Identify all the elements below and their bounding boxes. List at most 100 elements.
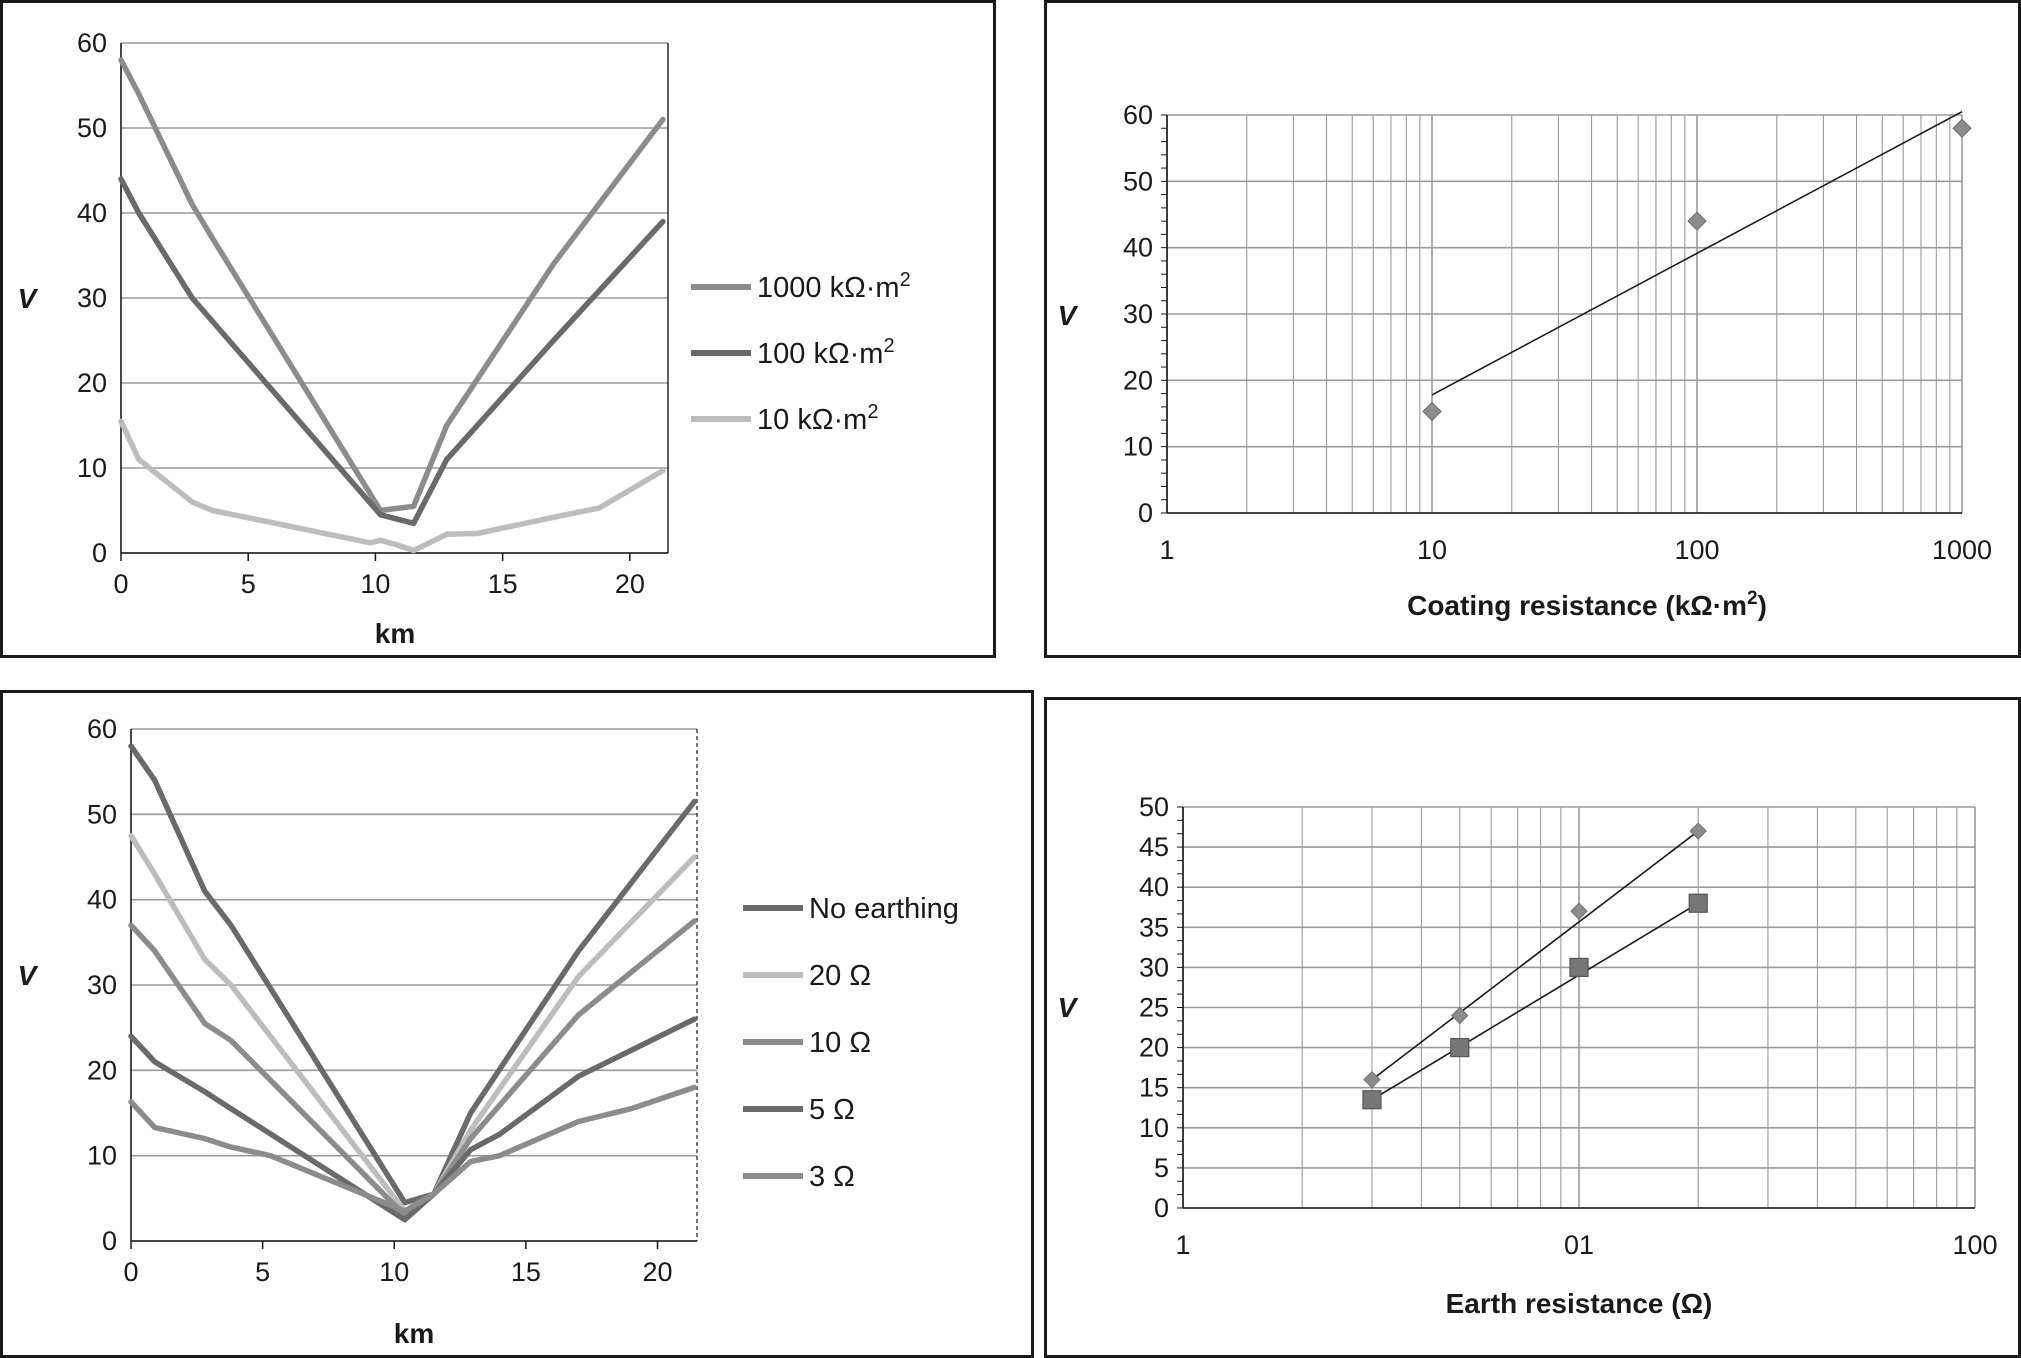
y-tick-label: 20 — [87, 1055, 117, 1085]
chart-panel-earthing-profiles: 0 10 20 30 40 50 60 0 5 10 15 20 No earthing 20 Ω 10 Ω… — [0, 690, 1034, 1358]
x-tick-label: 5 — [241, 569, 256, 599]
x-tick-label: 1000 — [1932, 535, 1992, 565]
y-tick-label: 35 — [1139, 912, 1169, 942]
legend-label: 100 kΩ·m2 — [757, 335, 895, 370]
series-line-2 — [118, 418, 666, 554]
y-tick-label: 0 — [1138, 498, 1153, 528]
y-tick-label: 50 — [1139, 792, 1169, 822]
chart-panel-earth-scatter: 1 01 100 0 5 10 15 20 25 30 35 40 45 50 Earth resistan… — [1044, 697, 2021, 1358]
y-tick-label: 25 — [1139, 993, 1169, 1023]
x-axis-label: Coating resistance (kΩ·m2) — [1407, 588, 1767, 621]
legend-label: 10 kΩ·m2 — [757, 401, 878, 436]
legend-label-superscript: 2 — [883, 335, 894, 357]
y-tick-label: 40 — [1139, 872, 1169, 902]
y-axis-label: V — [1058, 992, 1079, 1023]
y-tick-label: 20 — [1139, 1033, 1169, 1063]
legend-label-text: 10 Ω — [809, 1027, 871, 1059]
x-tick-label: 0 — [113, 569, 128, 599]
x-tick-label: 10 — [360, 569, 390, 599]
y-tick-label: 0 — [1154, 1193, 1169, 1223]
trendline — [1431, 110, 1963, 396]
x-axis-label: km — [394, 1318, 434, 1349]
trendline — [1371, 830, 1699, 1081]
x-tick-label: 15 — [488, 569, 518, 599]
chart-panel-coating-profiles: 0 10 20 30 40 50 60 0 5 10 15 20 1000 kΩ·m2 100 kΩ·m2… — [0, 0, 996, 658]
y-tick-label: 40 — [1123, 233, 1153, 263]
legend-label-text: 5 Ω — [809, 1094, 855, 1126]
x-tick-label: 01 — [1564, 1230, 1594, 1260]
x-tick-label: 20 — [615, 569, 645, 599]
y-tick-label: 30 — [77, 283, 107, 313]
legend-label: 1000 kΩ·m2 — [757, 269, 911, 304]
x-tick-label: 100 — [1952, 1230, 1997, 1260]
chart-svg-earth-scatter: 1 01 100 0 5 10 15 20 25 30 35 40 45 50 Earth resistan… — [1058, 792, 1998, 1319]
legend-label: 3 Ω — [809, 1161, 855, 1193]
x-tick-label: 100 — [1674, 535, 1719, 565]
y-axis-label: V — [18, 283, 39, 314]
data-point-diamond — [1570, 902, 1588, 920]
data-point — [1952, 118, 1972, 138]
x-tick-label: 5 — [255, 1257, 270, 1287]
legend-label-superscript: 2 — [900, 269, 911, 291]
series-line-0 — [118, 57, 666, 514]
x-axis-label-superscript: 2 — [1747, 588, 1758, 609]
chart-svg-coating-scatter: 1 10 100 1000 0 10 20 30 40 50 60 Coating resistanc… — [1058, 100, 1992, 621]
y-tick-label: 60 — [87, 714, 117, 744]
y-tick-label: 60 — [1123, 100, 1153, 130]
y-tick-label: 0 — [92, 538, 107, 568]
data-point-diamond — [1363, 1070, 1381, 1089]
data-point-diamond — [1689, 822, 1707, 840]
chart-panel-coating-scatter: 1 10 100 1000 0 10 20 30 40 50 60 Coating resistanc… — [1044, 0, 2021, 658]
series-line-2 — [128, 918, 698, 1219]
y-tick-label: 40 — [87, 885, 117, 915]
x-tick-label: 0 — [123, 1257, 138, 1287]
y-tick-label: 30 — [1139, 952, 1169, 982]
y-tick-label: 50 — [77, 113, 107, 143]
x-tick-label: 10 — [379, 1257, 409, 1287]
legend-label: 5 Ω — [809, 1094, 855, 1126]
y-tick-label: 10 — [87, 1141, 117, 1171]
y-tick-label: 60 — [77, 28, 107, 58]
legend-label: 10 Ω — [809, 1027, 871, 1059]
data-point — [1422, 401, 1442, 422]
y-tick-label: 30 — [1123, 299, 1153, 329]
y-tick-label: 50 — [87, 799, 117, 829]
x-tick-label: 15 — [511, 1257, 541, 1287]
legend-label-text: 10 kΩ·m — [757, 404, 867, 436]
y-tick-label: 50 — [1123, 166, 1153, 196]
legend-label-text: 20 Ω — [809, 960, 871, 992]
series-line-0 — [128, 743, 698, 1206]
y-axis-label: V — [18, 960, 39, 991]
legend-label-text: No earthing — [809, 893, 959, 925]
x-tick-label: 1 — [1159, 535, 1174, 565]
x-axis-label-end: ) — [1758, 590, 1767, 621]
y-tick-label: 10 — [1123, 432, 1153, 462]
y-tick-label: 10 — [1139, 1113, 1169, 1143]
data-point-diamond — [1451, 1006, 1469, 1025]
x-axis-label: km — [375, 618, 415, 649]
x-tick-label: 1 — [1175, 1230, 1190, 1260]
trendline — [1371, 902, 1699, 1101]
x-tick-label: 10 — [1417, 535, 1447, 565]
y-tick-label: 30 — [87, 970, 117, 1000]
series-line-1 — [118, 176, 666, 527]
y-axis-label: V — [1058, 300, 1079, 331]
chart-svg-earthing-profiles: 0 10 20 30 40 50 60 0 5 10 15 20 No earthing 20 Ω 10 Ω… — [18, 714, 959, 1349]
legend-label-text: 100 kΩ·m — [757, 338, 883, 370]
y-tick-label: 40 — [77, 198, 107, 228]
legend-label: 20 Ω — [809, 960, 871, 992]
y-tick-label: 20 — [77, 368, 107, 398]
x-axis-label-text: Coating resistance (kΩ·m — [1407, 590, 1747, 621]
series-line-1 — [128, 832, 698, 1214]
data-point-square — [1450, 1038, 1470, 1058]
x-axis-label: Earth resistance (Ω) — [1446, 1288, 1713, 1319]
legend-label-text: 3 Ω — [809, 1161, 855, 1193]
y-tick-label: 45 — [1139, 832, 1169, 862]
y-tick-label: 0 — [102, 1226, 117, 1256]
data-point-square — [1688, 893, 1708, 913]
data-point-square — [1569, 957, 1589, 977]
legend-label-text: 1000 kΩ·m — [757, 272, 900, 304]
series-line-3 — [128, 1016, 698, 1223]
legend-label-superscript: 2 — [867, 401, 878, 423]
